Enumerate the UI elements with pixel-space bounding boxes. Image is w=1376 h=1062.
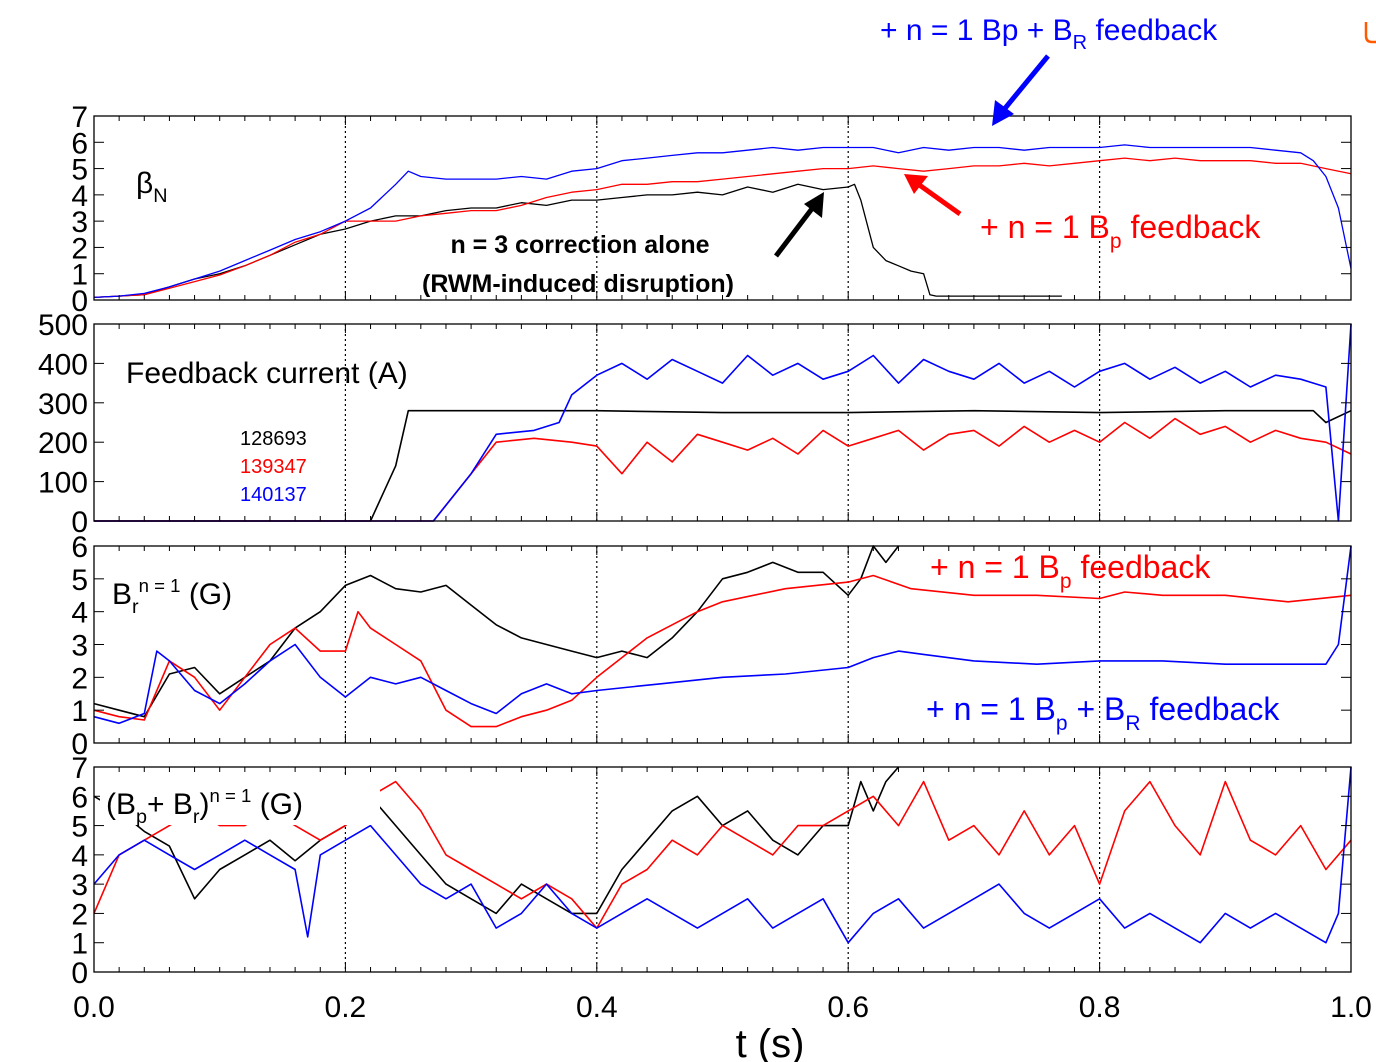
corner-mark-icon: [1364, 22, 1376, 44]
series-line-140137: [94, 323, 1352, 522]
y-tick-label: 2: [71, 898, 88, 931]
y-tick-label: 0: [71, 957, 88, 990]
arrow-blue: [992, 54, 1050, 126]
annotation-bp-feedback-panel3: + n = 1 Bp feedback: [930, 549, 1211, 593]
arrow-red: [904, 174, 962, 217]
panel-label-br: Brn = 1 (G): [112, 575, 232, 618]
y-tick-label: 2: [71, 662, 88, 695]
y-tick-label: 3: [71, 630, 88, 663]
annotation-bp-br-feedback-panel3: + n = 1 Bp + BR feedback: [926, 691, 1280, 735]
y-tick-label: 5: [71, 811, 88, 844]
series-line-140137: [93, 545, 1352, 725]
y-tick-label: 0: [71, 506, 88, 539]
y-tick-label: 4: [71, 597, 88, 630]
legend-entry-139347: 139347: [240, 456, 307, 478]
label-backdrop: [100, 775, 380, 825]
y-tick-label: 6: [71, 781, 88, 814]
y-tick-label: 4: [71, 180, 88, 213]
x-tick-label: 0.4: [576, 991, 618, 1024]
y-tick-label: 5: [71, 154, 88, 187]
y-tick-label: 5: [71, 564, 88, 597]
y-tick-label: 1: [71, 259, 88, 292]
x-tick-label: 0.0: [73, 991, 115, 1024]
series-line-140137: [93, 144, 1352, 299]
x-tick-label: 0.2: [325, 991, 367, 1024]
y-tick-label: 7: [71, 752, 88, 785]
annotation-n3-correction: n = 3 correction alone: [450, 231, 709, 259]
y-tick-label: 500: [38, 309, 88, 342]
series-line-139347: [93, 574, 1352, 728]
arrow-black: [774, 192, 824, 258]
y-tick-label: 200: [38, 427, 88, 460]
series-line-128693: [93, 766, 900, 915]
x-axis-label: t (s): [736, 1022, 805, 1062]
y-tick-label: 6: [71, 127, 88, 160]
y-tick-label: 7: [71, 101, 88, 134]
y-tick-label: 4: [71, 840, 88, 873]
annotation-rwm-disruption: (RWM-induced disruption): [422, 270, 734, 298]
x-tick-label: 0.6: [827, 991, 869, 1024]
y-tick-label: 2: [71, 232, 88, 265]
panel-label-feedback-current: Feedback current (A): [126, 357, 408, 390]
panel-label-bp-br: (Bp+ Br)n = 1 (G): [106, 785, 303, 828]
x-tick-label: 1.0: [1330, 991, 1372, 1024]
series-line-139347: [94, 417, 1352, 522]
legend-entry-128693: 128693: [240, 428, 307, 450]
panel-2: 0 100 200 300 400 500: [38, 309, 1352, 539]
y-tick-label: 3: [71, 869, 88, 902]
y-tick-label: 3: [71, 206, 88, 239]
series-line-139347: [93, 780, 1352, 929]
y-tick-label: 300: [38, 388, 88, 421]
panel-label-beta-n: βN: [136, 167, 168, 207]
y-tick-label: 1: [71, 928, 88, 961]
y-tick-label: 400: [38, 348, 88, 381]
series-line-128693: [93, 545, 900, 718]
annotation-bp-br-feedback-top: + n = 1 Bp + BR feedback: [880, 14, 1218, 54]
annotation-bp-feedback-panel1: + n = 1 Bp feedback: [980, 209, 1261, 253]
legend-entry-140137: 140137: [240, 484, 307, 506]
series-line-140137: [93, 766, 1352, 944]
y-tick-label: 6: [71, 531, 88, 564]
y-tick-label: 0: [71, 285, 88, 318]
y-tick-label: 1: [71, 695, 88, 728]
y-tick-label: 0: [71, 728, 88, 761]
x-tick-label: 0.8: [1079, 991, 1121, 1024]
series-line-139347: [93, 157, 1352, 299]
y-tick-label: 100: [38, 467, 88, 500]
